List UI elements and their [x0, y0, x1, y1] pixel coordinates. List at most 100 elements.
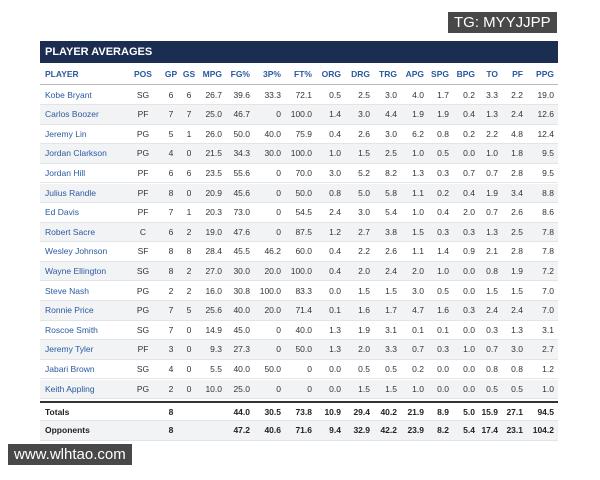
cell: 3.4: [511, 187, 523, 198]
cell: 3: [168, 344, 174, 355]
cell: 0: [276, 226, 281, 237]
cell: 0: [276, 324, 281, 335]
cell: 1: [186, 128, 192, 139]
cell: 8: [168, 265, 174, 276]
cell: 1.0: [437, 265, 449, 276]
cell: APG: [405, 69, 424, 79]
cell: 6: [168, 89, 174, 100]
cell: 6: [186, 89, 192, 100]
cell: PF: [137, 187, 149, 198]
cell: 2.0: [358, 344, 370, 355]
cell: 2.6: [358, 128, 370, 139]
cell: PF: [137, 109, 149, 120]
cell: 33.3: [264, 89, 281, 100]
cell: 2.6: [511, 207, 523, 218]
totals-row: Opponents 8 47.2 40.6 71.6 9.4 32.9 42.2 23.9 8.2…: [40, 421, 558, 441]
cell: 0.0: [463, 265, 475, 276]
cell: 1.9: [511, 265, 523, 276]
cell: 0.1: [329, 305, 341, 316]
cell: 45.0: [233, 324, 250, 335]
cell: 0.5: [486, 383, 498, 394]
cell: 8: [168, 187, 174, 198]
cell: 9.5: [542, 148, 554, 159]
cell: 0: [186, 363, 192, 374]
cell: 5: [186, 305, 192, 316]
cell: 12.6: [537, 109, 554, 120]
cell: 0.5: [437, 148, 449, 159]
cell: 3.0: [412, 285, 424, 296]
cell: 8: [168, 246, 174, 257]
cell: PG: [136, 305, 150, 316]
cell: 7.8: [542, 226, 554, 237]
cell: 4: [168, 363, 174, 374]
cell: 5.5: [210, 363, 222, 374]
cell: 0.0: [329, 363, 341, 374]
cell: 3.0: [511, 344, 523, 355]
cell: 5.0: [358, 187, 370, 198]
cell: 28.4: [205, 246, 222, 257]
cell: 7: [168, 305, 174, 316]
cell: 1.7: [385, 305, 397, 316]
cell: 100.0: [259, 285, 281, 296]
table-row: Wayne Ellington SG 8 2 27.0 30.0 20.0 100.0 0.4 2…: [40, 261, 558, 282]
cell: 2.2: [358, 246, 370, 257]
cell: 1.6: [437, 305, 449, 316]
cell: 17.4: [481, 425, 498, 436]
cell: 29.4: [353, 407, 370, 418]
cell: SG: [136, 89, 150, 100]
cell: 0.0: [329, 285, 341, 296]
cell: Jeremy Lin: [45, 128, 87, 139]
table-row: Wesley Johnson SF 8 8 28.4 45.5 46.2 60.0 0.4 2.2…: [40, 242, 558, 262]
cell: 7.0: [542, 285, 554, 296]
cell: 0.0: [463, 363, 475, 374]
cell: 87.5: [295, 226, 312, 237]
table-row: Julius Randle PF 8 0 20.9 45.6 0 50.0 0.8 5.0 5.8 1…: [40, 183, 558, 204]
cell: 100.0: [290, 109, 312, 120]
cell: Carlos Boozer: [45, 109, 99, 120]
cell: 23.1: [506, 425, 523, 436]
cell: 0: [276, 167, 281, 178]
cell: 20.9: [205, 187, 222, 198]
cell: Wayne Ellington: [45, 265, 107, 276]
cell: 2: [168, 285, 174, 296]
cell: 0: [276, 383, 281, 394]
cell: 3.0: [358, 207, 370, 218]
cell: 1: [186, 207, 192, 218]
cell: 20.3: [205, 207, 222, 218]
cell: 1.5: [385, 285, 397, 296]
cell: Steve Nash: [45, 285, 89, 296]
cell: 8: [168, 425, 174, 436]
cell: 0: [276, 187, 281, 198]
cell: PG: [136, 128, 150, 139]
cell: 7: [168, 207, 174, 218]
cell: 44.0: [233, 407, 250, 418]
cell: 1.9: [437, 109, 449, 120]
cell: 7: [168, 109, 174, 120]
cell: 2: [186, 285, 192, 296]
cell: 1.3: [412, 167, 424, 178]
cell: 0.0: [463, 383, 475, 394]
cell: 0.0: [437, 363, 449, 374]
cell: 6: [168, 167, 174, 178]
cell: 0.7: [412, 344, 424, 355]
cell: 94.5: [537, 407, 554, 418]
cell: 3P%: [263, 69, 281, 79]
cell: 0.7: [486, 167, 498, 178]
cell: 42.2: [380, 425, 397, 436]
cell: 71.4: [295, 305, 312, 316]
cell: 1.0: [412, 207, 424, 218]
cell: 0.3: [437, 344, 449, 355]
table-row: Ronnie Price PG 7 5 25.6 40.0 20.0 71.4 0.1 1.6 1.…: [40, 301, 558, 321]
cell: 0.1: [437, 324, 449, 335]
cell: 2.8: [511, 167, 523, 178]
cell: 26.7: [205, 89, 222, 100]
cell: 3.3: [385, 344, 397, 355]
cell: 27.1: [506, 407, 523, 418]
cell: PG: [136, 285, 150, 296]
cell: 0.5: [511, 383, 523, 394]
cell: 3.1: [385, 324, 397, 335]
watermark: TG: MYYJJPP: [448, 12, 557, 33]
cell: 50.0: [295, 344, 312, 355]
cell: Keith Appling: [45, 383, 95, 394]
cell: Totals: [45, 407, 70, 418]
